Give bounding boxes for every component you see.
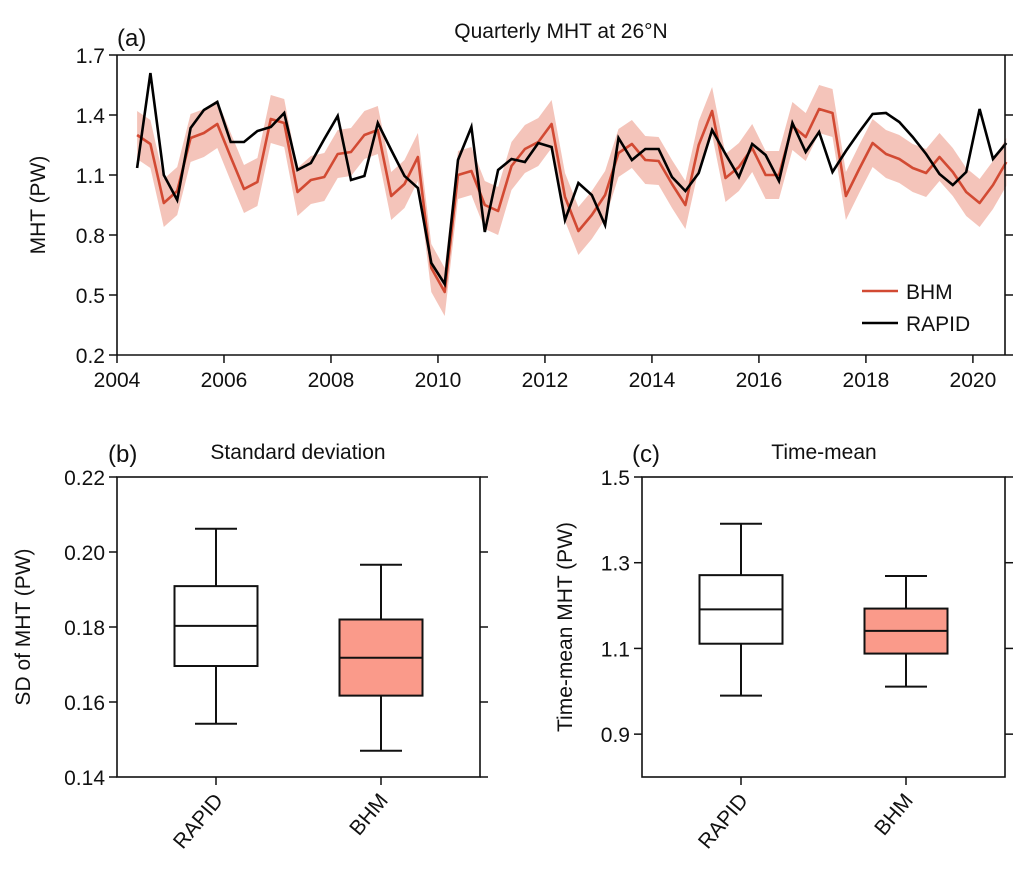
series-line-bhm: [136, 107, 1008, 294]
y-tick-label: 0.16: [64, 692, 105, 715]
x-tick-label: 2014: [629, 369, 676, 392]
x-tick-label-rapid: RAPID: [694, 789, 753, 853]
legend: BHM RAPID: [862, 281, 970, 336]
y-tick-label: 1.7: [76, 45, 105, 68]
y-tick-label: 0.18: [64, 617, 105, 640]
box-rapid: [173, 527, 259, 725]
box-bhm: [338, 563, 424, 752]
x-tick-label: 2018: [843, 369, 890, 392]
x-tick-label: 2010: [415, 369, 462, 392]
legend-rapid-label: RAPID: [906, 313, 970, 336]
x-tick-label: 2012: [522, 369, 569, 392]
x-tick-label: 2016: [736, 369, 783, 392]
y-tick-label: 1.1: [601, 638, 630, 661]
panel-a-label: (a): [117, 25, 146, 52]
plot-frame: [116, 476, 481, 778]
x-tick-label: 2006: [201, 369, 248, 392]
x-tick-label: 2008: [308, 369, 355, 392]
x-tick-label: 2020: [950, 369, 997, 392]
y-tick-label: 0.20: [64, 542, 105, 565]
y-tick-label: 0.5: [76, 285, 105, 308]
y-tick-label: 1.5: [601, 467, 630, 490]
plot-frame: [641, 476, 1006, 778]
panel-c-title: Time-mean: [771, 441, 876, 464]
y-tick-label: 1.1: [76, 165, 105, 188]
box-bhm: [863, 575, 949, 688]
series-line-rapid: [135, 72, 1008, 288]
y-tick-label: 1.4: [76, 105, 106, 128]
panel-c-label: (c): [632, 441, 660, 468]
panel-c-ylabel: Time-mean MHT (PW): [554, 522, 577, 732]
y-tick-label: 0.2: [76, 345, 105, 368]
y-tick-label: 1.3: [601, 553, 630, 576]
y-tick-label: 0.9: [601, 724, 630, 747]
box-rapid: [698, 522, 784, 697]
legend-bhm-label: BHM: [906, 281, 953, 304]
x-tick-label-bhm: BHM: [870, 789, 918, 840]
panel-b-ylabel: SD of MHT (PW): [12, 548, 35, 705]
y-tick-label: 0.22: [64, 467, 105, 490]
panel-b-title: Standard deviation: [210, 441, 385, 464]
y-tick-label: 0.8: [76, 225, 105, 248]
x-tick-label-rapid: RAPID: [169, 789, 228, 853]
x-tick-label-bhm: BHM: [345, 789, 393, 840]
panel-b-boxplot: (b) Standard deviation SD of MHT (PW) 0.…: [12, 441, 488, 853]
panel-a-ylabel: MHT (PW): [27, 156, 50, 255]
panel-c-boxplot: (c) Time-mean Time-mean MHT (PW) 0.9 1.1 1…: [554, 441, 1013, 853]
x-tick-label: 2004: [94, 369, 141, 392]
panel-a-timeseries: (a) Quarterly MHT at 26°N MHT (PW) 0.2 0.…: [27, 20, 1013, 392]
panel-b-label: (b): [108, 441, 137, 468]
y-tick-label: 0.14: [64, 767, 105, 790]
panel-a-title: Quarterly MHT at 26°N: [454, 20, 667, 43]
